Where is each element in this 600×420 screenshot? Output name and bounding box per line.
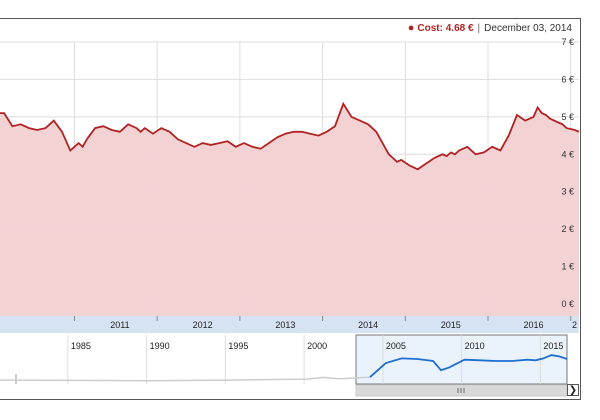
chart-frame bbox=[0, 18, 581, 400]
navigator-selected-line bbox=[369, 354, 568, 378]
y-tick-label: 6 € bbox=[561, 74, 574, 84]
navigator-tick-label: 1990 bbox=[150, 341, 170, 351]
x-tick-label: 2013 bbox=[275, 320, 295, 330]
navigator-tick-label: 2010 bbox=[465, 341, 485, 351]
price-line[interactable] bbox=[0, 101, 580, 171]
chart-legend: ● Cost: 4.68 € | December 03, 2014 bbox=[408, 22, 572, 34]
legend-separator: | bbox=[477, 23, 481, 34]
navigator-tick-label: 2005 bbox=[386, 341, 406, 351]
navigator-tick-label: 1985 bbox=[71, 341, 91, 351]
navigator-tick-label: 2000 bbox=[307, 341, 327, 351]
x-axis-ticks: 2011 2012 2013 2014 2015 2016 2 bbox=[73, 316, 577, 330]
series-marker-icon: ● bbox=[407, 22, 415, 34]
y-tick-label: 3 € bbox=[561, 187, 574, 197]
navigator-history-line bbox=[0, 362, 387, 382]
navigator-tick-label: 1995 bbox=[228, 341, 248, 351]
x-axis-band bbox=[0, 316, 579, 333]
y-tick-label: 5 € bbox=[561, 112, 574, 122]
price-area-fill bbox=[0, 103, 579, 316]
legend-series-label: Cost: bbox=[417, 23, 443, 34]
y-tick-label: 1 € bbox=[561, 262, 574, 272]
x-tick-label: 2011 bbox=[110, 320, 129, 330]
legend-current-value: 4.68 € bbox=[445, 23, 474, 34]
x-tick-label: 2016 bbox=[523, 320, 543, 330]
x-tick-label: 2 bbox=[572, 320, 577, 330]
scrollbar-grip[interactable] bbox=[457, 388, 465, 393]
navigator-tick-label: 2015 bbox=[543, 341, 563, 351]
x-tick-label: 2015 bbox=[441, 320, 461, 330]
y-tick-label: 2 € bbox=[561, 224, 574, 234]
x-tick-label: 2014 bbox=[358, 320, 378, 330]
y-tick-label: 4 € bbox=[561, 149, 574, 159]
y-tick-label: 0 € bbox=[561, 299, 574, 309]
legend-date: December 03, 2014 bbox=[484, 23, 572, 34]
y-axis-ticks: 0 € 1 € 2 € 3 € 4 € 5 € 6 € 7 € bbox=[561, 37, 574, 309]
scroll-right-button[interactable]: ❯ bbox=[567, 384, 579, 396]
navigator-grid: 1985 1990 1995 2000 2005 2010 2015 bbox=[15, 335, 563, 384]
x-tick-label: 2012 bbox=[193, 320, 213, 330]
y-tick-label: 7 € bbox=[561, 37, 574, 47]
